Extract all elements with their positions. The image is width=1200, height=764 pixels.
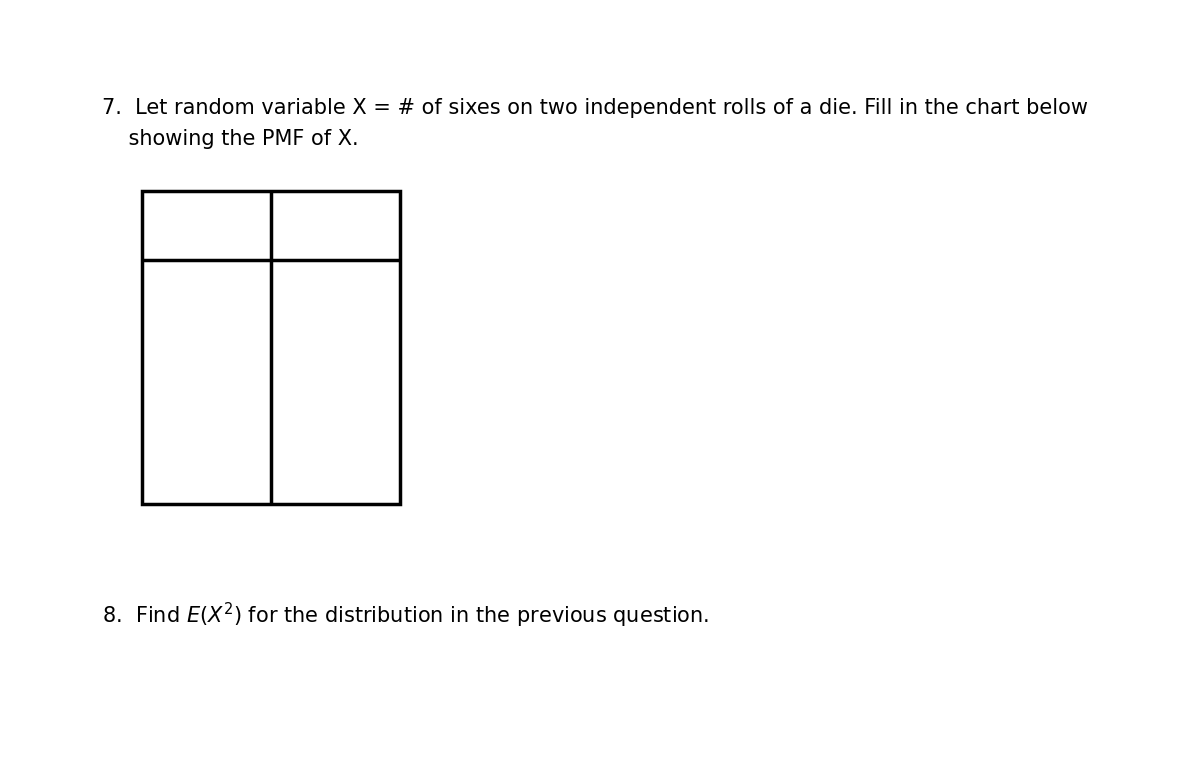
Text: showing the PMF of X.: showing the PMF of X. <box>102 129 359 149</box>
Text: 8.  Find $E(X^2)$ for the distribution in the previous question.: 8. Find $E(X^2)$ for the distribution in… <box>102 601 709 630</box>
Text: 7.  Let random variable X = # of sixes on two independent rolls of a die. Fill i: 7. Let random variable X = # of sixes on… <box>102 99 1088 118</box>
